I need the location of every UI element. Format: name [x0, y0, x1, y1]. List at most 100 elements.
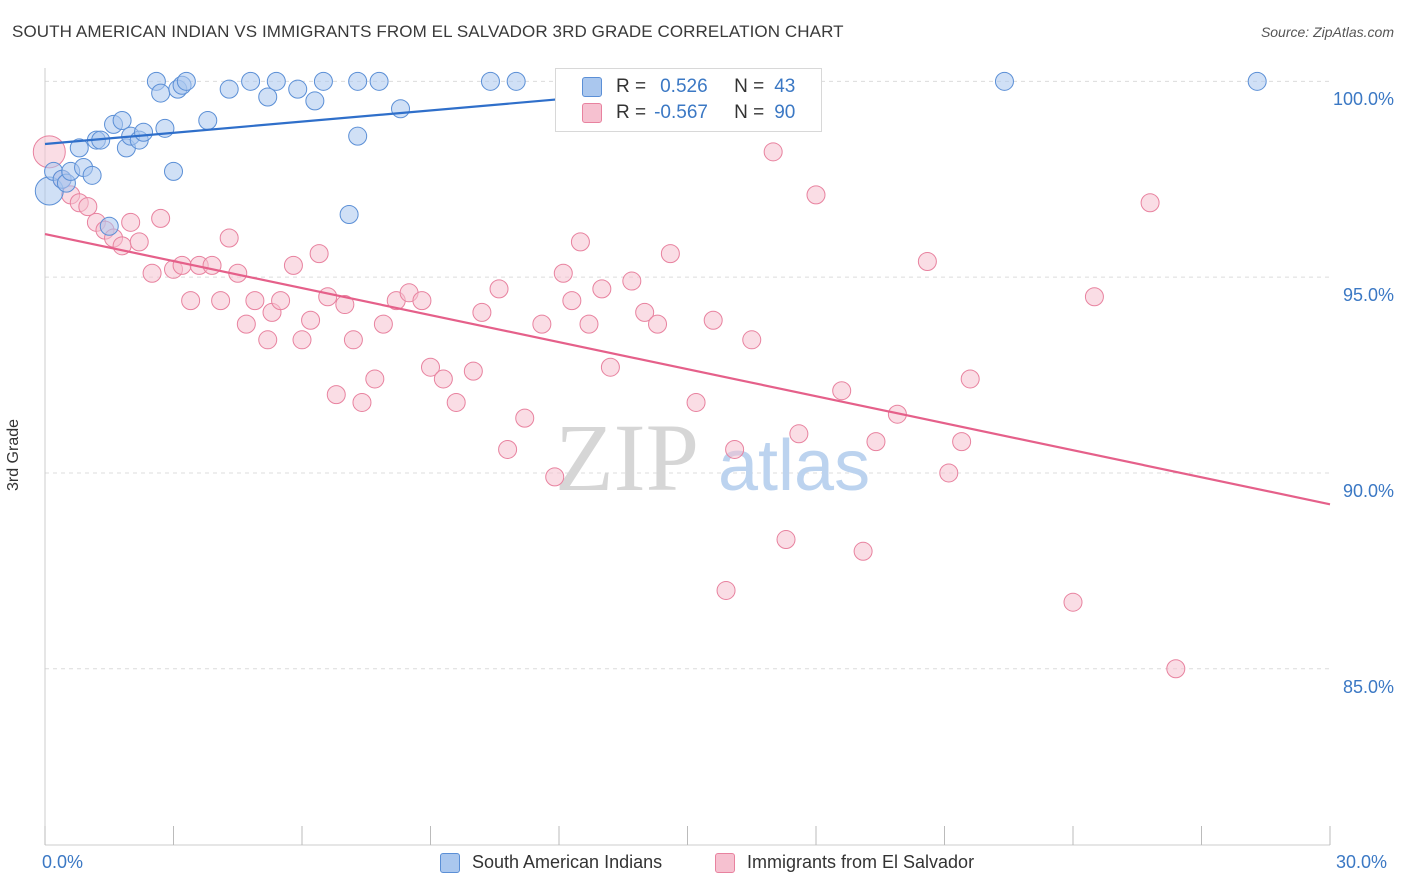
point-el-salvador	[866, 432, 886, 452]
point-south-american-indian	[339, 204, 359, 224]
point-south-american-indian	[266, 71, 286, 91]
y-tick-label: 95.0%	[1342, 285, 1394, 306]
point-south-american-indian	[198, 110, 218, 130]
point-el-salvador	[142, 263, 162, 283]
point-el-salvador	[433, 369, 453, 389]
gridlines	[45, 80, 1330, 670]
point-south-american-indian	[506, 71, 526, 91]
point-el-salvador	[236, 314, 256, 334]
x-tick-label-max: 30.0%	[1336, 852, 1388, 872]
point-el-salvador	[463, 361, 483, 381]
point-south-american-indian	[151, 83, 171, 103]
point-el-salvador	[373, 314, 393, 334]
point-el-salvador	[258, 330, 278, 350]
r-label: R =	[616, 76, 647, 97]
point-south-american-indian	[82, 165, 102, 185]
point-el-salvador	[832, 381, 852, 401]
stats-row-blue: R = 0.526 N = 43	[582, 74, 795, 100]
point-south-american-indian	[69, 138, 89, 158]
point-el-salvador	[660, 244, 680, 264]
point-el-salvador	[365, 369, 385, 389]
point-south-american-indian	[176, 71, 196, 91]
point-south-american-indian	[258, 87, 278, 107]
point-el-salvador	[151, 208, 171, 228]
legend-item-south-american-indians[interactable]: South American Indians	[440, 852, 662, 873]
legend-swatch-blue	[440, 852, 460, 873]
point-el-salvador	[960, 369, 980, 389]
point-el-salvador	[952, 432, 972, 452]
point-el-salvador	[716, 580, 736, 600]
point-south-american-indian	[305, 91, 325, 111]
point-el-salvador	[129, 232, 149, 252]
chart-source: Source: ZipAtlas.com	[1260, 24, 1394, 40]
point-el-salvador	[318, 287, 338, 307]
point-el-salvador	[763, 142, 783, 162]
trend-line-pink	[44, 232, 1331, 506]
point-south-american-indian	[219, 79, 239, 99]
point-el-salvador	[352, 392, 372, 412]
point-el-salvador	[245, 291, 265, 311]
point-el-salvador	[421, 357, 440, 377]
point-south-american-indian	[112, 110, 132, 130]
point-south-american-indian	[313, 71, 333, 91]
point-el-salvador	[181, 291, 201, 311]
point-el-salvador	[1166, 659, 1186, 679]
legend-swatch-pink	[715, 852, 735, 873]
point-el-salvador	[592, 279, 612, 299]
point-south-american-indian	[480, 71, 500, 91]
point-el-salvador	[776, 530, 796, 550]
point-south-american-indian	[348, 126, 368, 146]
point-el-salvador	[562, 291, 582, 311]
point-el-salvador	[635, 302, 655, 322]
point-el-salvador	[532, 314, 552, 334]
y-tick-label: 90.0%	[1342, 480, 1394, 501]
point-el-salvador	[472, 302, 492, 322]
stats-row-pink: R = -0.567 N = 90	[582, 100, 795, 126]
point-el-salvador	[309, 244, 329, 264]
point-south-american-indian	[99, 216, 119, 236]
chart-title: SOUTH AMERICAN INDIAN VS IMMIGRANTS FROM…	[12, 22, 844, 41]
point-el-salvador	[78, 197, 98, 217]
point-el-salvador	[412, 291, 432, 311]
legend-swatch-blue	[582, 77, 602, 97]
legend-label: South American Indians	[472, 852, 663, 872]
point-south-american-indian	[288, 79, 308, 99]
point-el-salvador	[742, 330, 762, 350]
point-el-salvador	[570, 232, 590, 252]
y-tick-label: 100.0%	[1332, 89, 1394, 110]
n-label: N =	[734, 102, 765, 123]
point-el-salvador	[489, 279, 509, 299]
x-tick-label-min: 0.0%	[42, 852, 84, 872]
point-el-salvador	[789, 424, 809, 444]
point-el-salvador	[446, 392, 466, 412]
legend-item-immigrants-el-salvador[interactable]: Immigrants from El Salvador	[715, 852, 974, 873]
point-el-salvador	[1084, 287, 1104, 307]
legend-swatch-pink	[582, 103, 602, 123]
n-value: 90	[774, 102, 796, 123]
point-el-salvador	[211, 291, 231, 311]
r-value: 0.526	[660, 76, 708, 97]
point-el-salvador	[283, 255, 303, 275]
point-el-salvador	[121, 212, 141, 232]
point-el-salvador	[725, 439, 745, 459]
point-el-salvador	[202, 255, 222, 275]
point-south-american-indian	[391, 99, 411, 119]
point-el-salvador	[917, 251, 937, 271]
r-label: R =	[616, 102, 647, 123]
point-el-salvador	[1140, 193, 1160, 213]
point-south-american-indian	[348, 71, 368, 91]
point-el-salvador	[498, 439, 518, 459]
point-el-salvador	[579, 314, 599, 334]
point-el-salvador	[648, 314, 668, 334]
n-value: 43	[774, 76, 796, 97]
point-el-salvador	[292, 330, 312, 350]
stats-legend: R = 0.526 N = 43 R = -0.567 N = 90	[555, 68, 822, 132]
point-south-american-indian	[1247, 71, 1267, 91]
point-south-american-indian	[241, 71, 261, 91]
point-el-salvador	[600, 357, 620, 377]
y-tick-label: 85.0%	[1342, 676, 1394, 697]
point-el-salvador	[553, 263, 573, 283]
point-el-salvador	[806, 185, 826, 205]
point-el-salvador	[686, 392, 706, 412]
